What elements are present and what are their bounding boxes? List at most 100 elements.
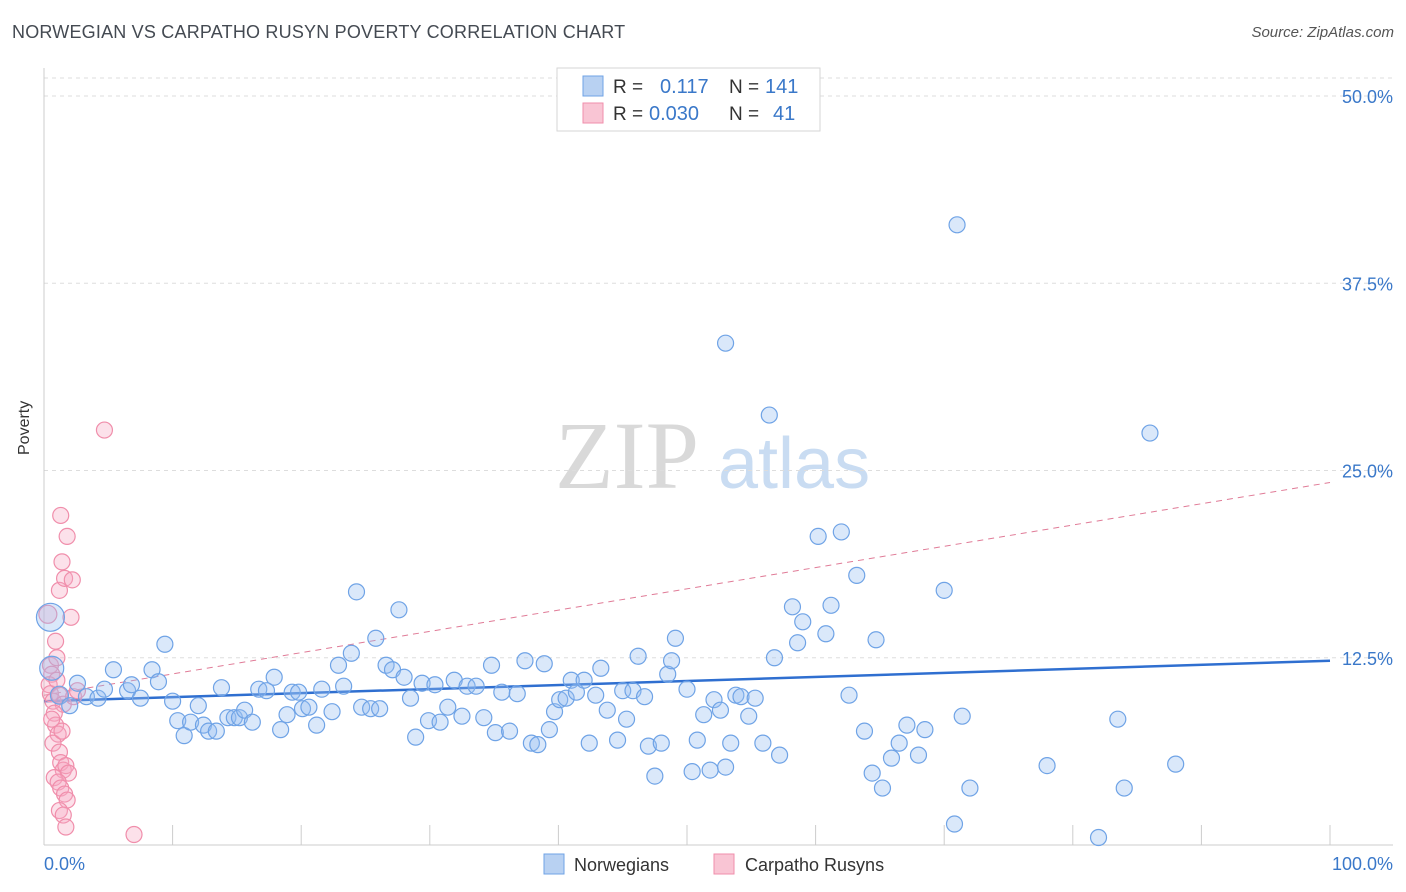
norwegians-point-79	[567, 683, 586, 701]
norwegians-point-127	[882, 749, 901, 767]
legend-n-label-1: N =	[729, 104, 759, 125]
norwegians-point-68	[500, 722, 519, 740]
norwegians-point-16	[169, 712, 187, 730]
norwegians-point-93	[652, 734, 670, 752]
norwegians-point-64	[475, 709, 493, 727]
norwegians-point-83	[592, 659, 610, 677]
norwegians-point-90	[635, 688, 654, 706]
norwegians-point-76	[551, 691, 569, 709]
norwegians-point-8	[104, 661, 123, 679]
y-tick-labels: 12.5% 25.0% 37.5% 50.0%	[1342, 87, 1393, 669]
norwegians-point-134	[953, 707, 971, 725]
norwegians-point-135	[948, 216, 966, 234]
norwegians-point-73	[535, 655, 553, 673]
norwegians-point-118	[817, 625, 835, 643]
norwegians-point-97	[678, 680, 696, 698]
x-tick-labels: 0.0% 100.0%	[44, 854, 1393, 874]
norwegians-point-130	[909, 746, 928, 764]
norwegians-point-32	[272, 721, 290, 739]
x-tick-label-0: 0.0%	[44, 854, 85, 874]
legend-n-label-0: N =	[729, 77, 759, 98]
norwegians-point-0	[35, 602, 66, 632]
norwegians-point-109	[746, 689, 764, 707]
norwegians-point-3	[61, 697, 79, 715]
norwegians-point-7	[95, 680, 114, 698]
norwegians-point-63	[467, 677, 485, 695]
carpatho-rusyns-point-9	[53, 553, 71, 571]
norwegians-point-37	[300, 698, 318, 716]
carpatho-rusyns-point-13	[52, 506, 70, 525]
norwegians-point-136	[1038, 757, 1056, 775]
carpatho-rusyns-point-11	[58, 527, 76, 546]
legend-r-label-1: R =	[613, 104, 643, 125]
norwegians-point-72	[529, 736, 547, 754]
carpatho-rusyns-point-0	[38, 604, 58, 624]
norwegians-point-92	[646, 767, 664, 785]
norwegians-point-112	[765, 649, 784, 667]
watermark-atlas: atlas	[718, 424, 870, 504]
norwegians-point-99	[688, 731, 706, 749]
norwegians-point-51	[390, 601, 408, 619]
norwegians-point-66	[486, 724, 504, 742]
y-tick-label-2: 37.5%	[1342, 274, 1393, 294]
norwegians-point-96	[666, 629, 685, 647]
norwegians-point-58	[431, 713, 449, 731]
norwegians-point-30	[257, 682, 276, 700]
carpatho-rusyns-point-12	[62, 608, 80, 626]
legend-n-value-1: 41	[773, 103, 795, 125]
norwegians-point-114	[783, 598, 802, 616]
norwegians-point-11	[131, 689, 150, 707]
norwegians-point-95	[662, 652, 681, 670]
carpatho-rusyns-point-35	[125, 825, 143, 844]
norwegians-point-85	[608, 731, 627, 749]
legend-r-label-0: R =	[613, 77, 643, 98]
norwegians-point-31	[265, 668, 283, 686]
norwegians-point-6	[89, 689, 107, 707]
carpatho-rusyns-trend-line	[43, 481, 1331, 696]
bottom-swatch-norwegians	[543, 853, 565, 875]
norwegians-point-110	[754, 734, 772, 752]
norwegians-point-94	[659, 665, 677, 683]
norwegians-point-104	[716, 758, 735, 776]
carpatho-rusyns-point-36	[95, 421, 114, 439]
y-tick-label-0: 12.5%	[1342, 649, 1393, 669]
norwegians-point-89	[629, 647, 647, 665]
norwegians-point-126	[873, 779, 892, 797]
data-points	[35, 216, 1185, 847]
norwegians-point-142	[716, 334, 735, 352]
norwegians-point-100	[695, 706, 713, 724]
norwegians-point-19	[189, 697, 207, 715]
norwegians-point-69	[508, 685, 526, 703]
norwegians-point-140	[1167, 755, 1185, 773]
norwegians-point-80	[575, 671, 593, 689]
norwegians-point-4	[68, 674, 87, 692]
legend-r-value-1: 0.030	[649, 103, 699, 125]
norwegians-point-121	[840, 686, 858, 704]
norwegians-point-139	[1141, 424, 1159, 442]
carpatho-rusyns-point-21	[44, 734, 62, 752]
norwegians-point-129	[898, 716, 916, 734]
norwegians-point-133	[945, 815, 964, 833]
y-tick-label-3: 50.0%	[1342, 87, 1393, 107]
norwegians-point-115	[788, 634, 807, 652]
norwegians-point-23	[212, 679, 231, 697]
norwegians-point-22	[207, 722, 225, 740]
norwegians-point-87	[617, 710, 636, 728]
norwegians-point-43	[342, 644, 360, 662]
norwegians-point-41	[329, 656, 348, 674]
norwegians-point-55	[413, 674, 431, 692]
carpatho-rusyns-point-6	[46, 632, 65, 650]
norwegians-point-91	[639, 737, 658, 755]
legend-n-value-0: 141	[765, 76, 798, 98]
norwegians-point-111	[760, 406, 778, 424]
norwegians-point-42	[335, 677, 353, 695]
norwegians-point-15	[164, 692, 182, 710]
legend-swatch-carpatho-rusyns	[582, 102, 604, 124]
norwegians-point-52	[395, 668, 413, 686]
norwegians-point-108	[740, 707, 758, 725]
norwegians-point-34	[283, 683, 301, 701]
norwegians-point-62	[458, 677, 476, 695]
norwegians-point-28	[243, 713, 261, 731]
y-axis-label: Poverty	[16, 400, 33, 455]
norwegians-point-117	[809, 527, 827, 546]
